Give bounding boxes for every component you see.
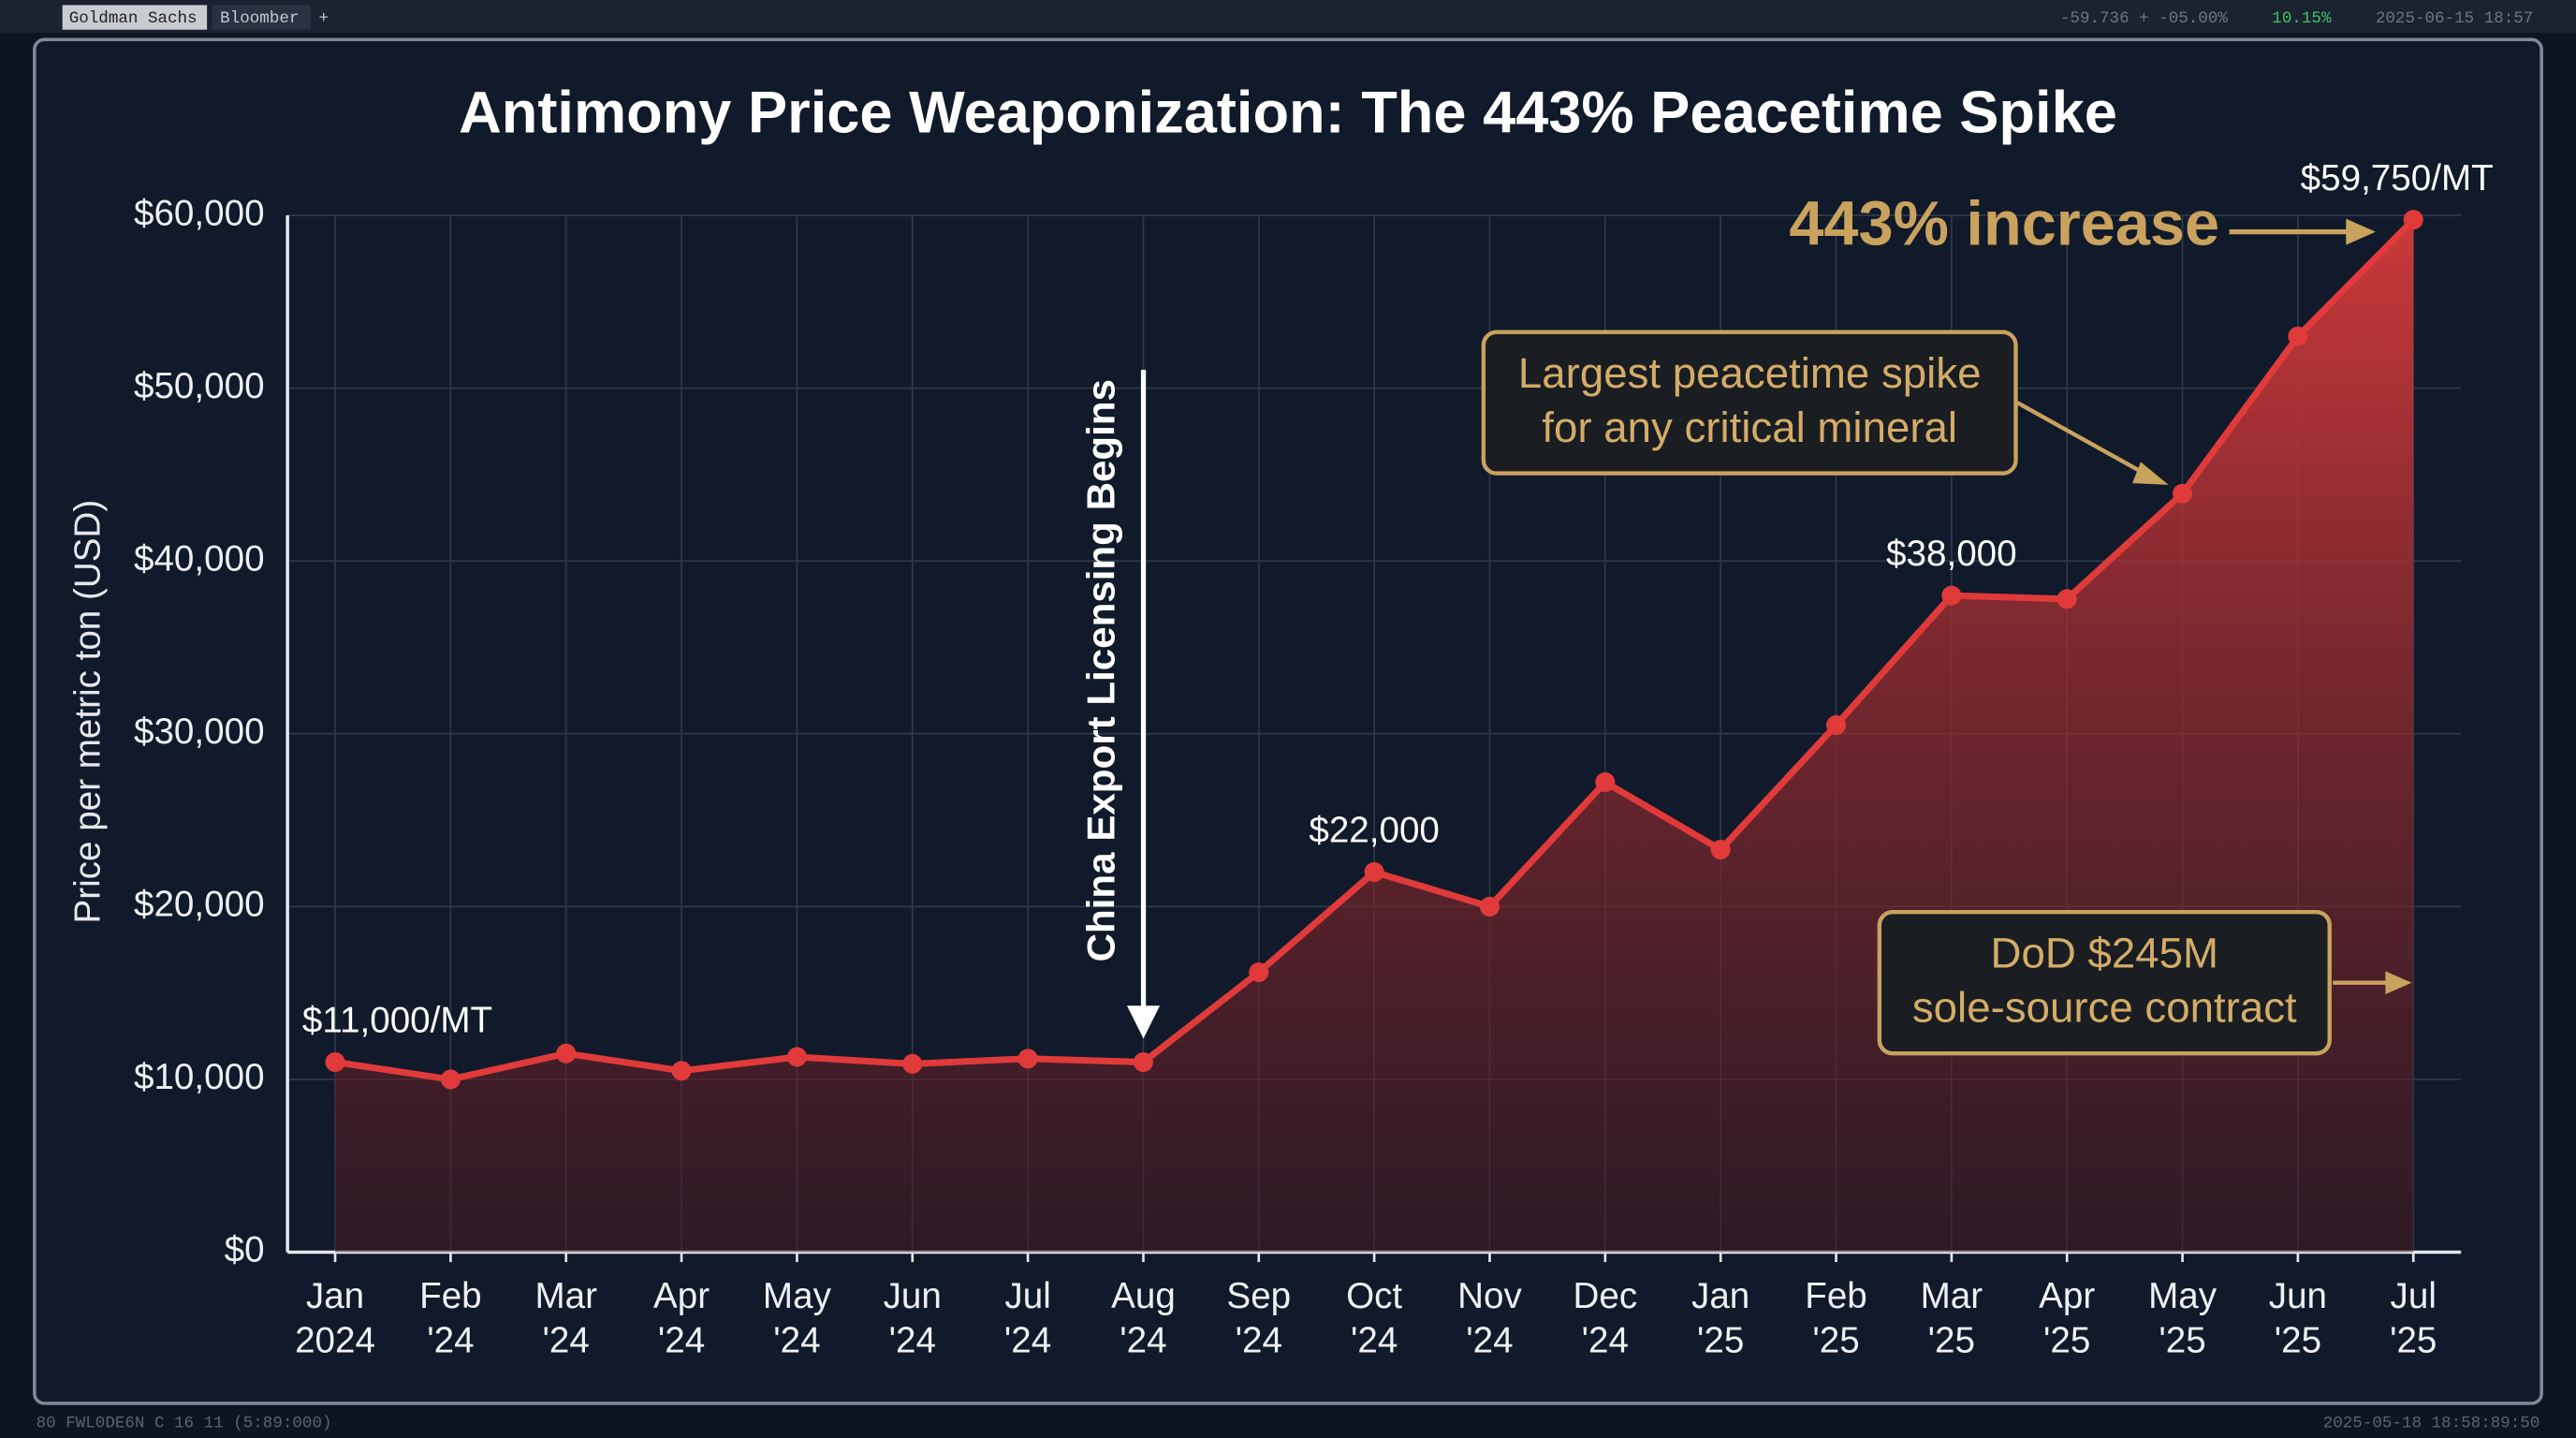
point [671, 1061, 692, 1081]
x-tick-label: Mar [534, 1276, 597, 1316]
value-label: $59,750/MT [2301, 158, 2494, 198]
contract-text: sole-source contract [1912, 984, 2297, 1032]
x-tick-label: '25 [1697, 1320, 1744, 1360]
change: 10.15% [2272, 9, 2332, 28]
point [2173, 483, 2193, 504]
x-tick-label: '25 [2159, 1320, 2205, 1360]
x-tick-label: Jun [2269, 1276, 2327, 1316]
x-tick-label: '24 [1236, 1320, 1282, 1360]
y-tick-label: $20,000 [134, 885, 265, 925]
point [1710, 839, 1731, 859]
x-tick-label: '25 [1928, 1320, 1975, 1360]
y-tick-label: $0 [225, 1230, 265, 1270]
x-tick-label: Apr [653, 1276, 710, 1316]
x-tick-label: Nov [1457, 1276, 1522, 1316]
tab[interactable] [212, 5, 311, 30]
value-label: $22,000 [1309, 811, 1440, 851]
x-tick-label: Dec [1573, 1276, 1637, 1316]
y-tick-label: $10,000 [134, 1057, 265, 1097]
point [2288, 326, 2308, 346]
ticker: -59.736 + -05.00% [2060, 9, 2228, 28]
arrow-head [2346, 218, 2376, 245]
x-tick-label: May [763, 1276, 832, 1316]
point [556, 1043, 577, 1064]
point [325, 1051, 345, 1073]
x-tick-label: Jul [2391, 1276, 2437, 1316]
x-tick-label: '25 [2275, 1320, 2321, 1360]
spike-text: Largest peacetime spike [1518, 349, 1982, 397]
value-label: $38,000 [1886, 534, 2017, 574]
point [1825, 715, 1847, 736]
y-tick-label: $40,000 [134, 538, 265, 579]
point [786, 1047, 807, 1067]
arrow-head [1127, 1005, 1161, 1039]
x-tick-label: '24 [658, 1320, 705, 1360]
x-tick-label: '24 [1466, 1320, 1513, 1360]
x-tick-label: Sep [1226, 1276, 1291, 1316]
x-tick-label: '25 [1812, 1320, 1859, 1360]
x-tick-label: '24 [1582, 1320, 1629, 1360]
spike-arrow [2016, 401, 2148, 477]
x-tick-label: '24 [1120, 1320, 1166, 1360]
point [2056, 589, 2077, 609]
x-tick-label: Jun [884, 1276, 942, 1316]
y-axis-label: Price per metric ton (USD) [68, 500, 109, 924]
x-tick-label: '24 [1351, 1320, 1398, 1360]
x-tick-label: Aug [1111, 1276, 1176, 1316]
x-tick-label: 2024 [295, 1320, 375, 1360]
arrow-head [2385, 971, 2412, 994]
x-tick-label: May [2148, 1276, 2217, 1316]
chart-title: Antimony Price Weaponization: The 443% P… [459, 80, 2117, 145]
y-tick-label: $50,000 [134, 366, 265, 406]
value-label: $11,000/MT [302, 1001, 492, 1041]
contract-text: DoD $245M [1991, 930, 2218, 977]
status-left: 80 FWL0DE6N C 16 11 (5:89:000) [37, 1415, 332, 1433]
x-tick-label: Jan [1691, 1276, 1749, 1316]
x-tick-label: Oct [1346, 1276, 1402, 1316]
point [1017, 1049, 1038, 1069]
point [2403, 210, 2423, 230]
status-right: 2025-05-18 18:58:89:50 [2323, 1415, 2540, 1433]
x-tick-label: '24 [889, 1320, 936, 1360]
new-tab[interactable]: + [318, 9, 329, 28]
x-tick-label: Mar [1921, 1276, 1983, 1316]
x-tick-label: Jul [1004, 1276, 1050, 1316]
x-tick-label: '24 [1004, 1320, 1051, 1360]
point [1595, 771, 1616, 793]
y-tick-label: $30,000 [134, 712, 265, 752]
x-tick-label: Apr [2039, 1276, 2095, 1316]
event-label: China Export Licensing Begins [1079, 379, 1123, 961]
top-bar [0, 0, 2576, 34]
x-tick-label: Feb [419, 1276, 482, 1316]
point [1249, 961, 1269, 983]
point [440, 1069, 461, 1090]
contract-box [1877, 910, 2332, 1056]
point [1941, 585, 1962, 606]
increase-label: 443% increase [1789, 190, 2219, 259]
spike-box [1481, 330, 2018, 476]
arrow-head [2132, 462, 2169, 485]
x-tick-label: Jan [306, 1276, 364, 1316]
point [1133, 1051, 1153, 1073]
point [1479, 896, 1500, 917]
spike-text: for any critical mineral [1542, 404, 1957, 451]
tab-label[interactable]: Goldman Sachs [69, 9, 198, 28]
tab[interactable] [62, 5, 208, 30]
point [1364, 861, 1384, 882]
x-tick-label: '24 [427, 1320, 474, 1360]
clock: 2025-06-15 18:57 [2376, 9, 2533, 28]
x-tick-label: '25 [2043, 1320, 2090, 1360]
x-tick-label: '24 [773, 1320, 820, 1360]
point [902, 1053, 923, 1074]
tab-label[interactable]: Bloomber [220, 9, 299, 28]
x-tick-label: Feb [1805, 1276, 1867, 1316]
x-tick-label: '25 [2390, 1320, 2437, 1360]
x-tick-label: '24 [543, 1320, 590, 1360]
y-tick-label: $60,000 [134, 193, 265, 233]
